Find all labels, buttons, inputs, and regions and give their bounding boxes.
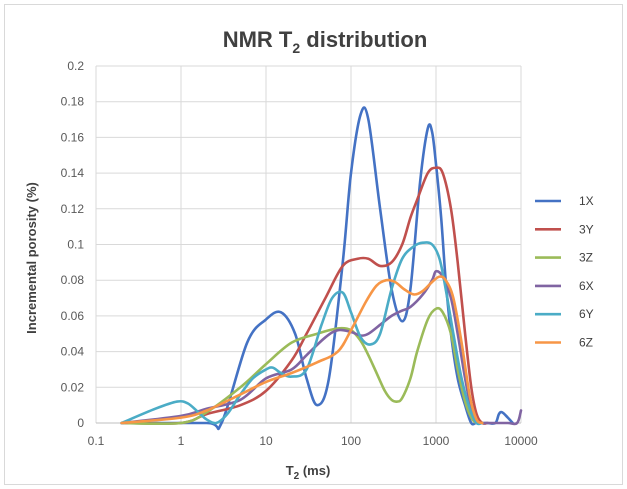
x-tick-label: 10000 [504,434,538,448]
legend-label-6x: 6X [579,279,594,293]
legend-label-6z: 6Z [579,336,593,350]
legend-label-1x: 1X [579,194,594,208]
x-axis-title: T2 (ms) [286,463,331,482]
series-line-3y [120,166,489,425]
x-tick-label: 100 [341,434,361,448]
y-tick-label: 0.1 [67,238,84,252]
nmr-chart: NMR T2 distribution 0 0.02 0.04 0.06 0.08 0.1… [24,27,594,482]
y-axis-title: Incremental porosity (%) [24,182,39,334]
x-tick-label: 1000 [423,434,450,448]
y-tick-label: 0.2 [67,59,84,73]
legend-label-6y: 6Y [579,307,594,321]
x-tick-label: 1 [178,434,185,448]
y-tick-label: 0.06 [61,309,85,323]
series-line-3z [120,306,484,426]
y-tick-label: 0.02 [61,380,85,394]
x-tick-label: 0.1 [88,434,105,448]
chart-title: NMR T2 distribution [223,27,428,56]
legend-label-3y: 3Y [579,222,594,236]
chart-frame: NMR T2 distribution 0 0.02 0.04 0.06 0.08 0.1… [4,4,623,485]
y-tick-label: 0.18 [61,95,85,109]
x-tick-label: 10 [259,434,273,448]
y-tick-label: 0.08 [61,273,85,287]
series-line-1x [120,106,515,431]
y-tick-label: 0.04 [61,345,85,359]
y-tick-label: 0 [77,416,84,430]
legend-label-3z: 3Z [579,251,593,265]
y-tick-label: 0.16 [61,130,85,144]
y-tick-label: 0.14 [61,166,85,180]
series-line-6z [120,275,484,425]
series-line-6y [120,241,484,426]
y-tick-label: 0.12 [61,202,85,216]
